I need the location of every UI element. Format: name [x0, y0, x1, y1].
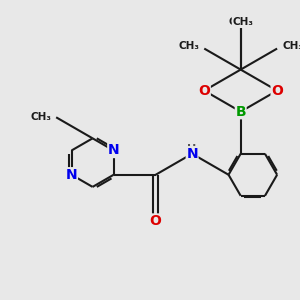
Text: CH₃: CH₃: [228, 17, 249, 28]
Text: N: N: [108, 143, 119, 158]
Text: CH₃: CH₃: [178, 41, 199, 52]
Text: N: N: [186, 147, 198, 161]
Text: H: H: [188, 144, 197, 154]
Text: O: O: [198, 84, 210, 98]
Text: CH₃: CH₃: [282, 41, 300, 52]
Text: B: B: [236, 105, 246, 119]
Text: CH₃: CH₃: [232, 17, 253, 28]
Text: O: O: [150, 214, 162, 228]
Text: N: N: [66, 168, 77, 182]
Text: O: O: [271, 84, 283, 98]
Text: CH₃: CH₃: [30, 112, 51, 122]
